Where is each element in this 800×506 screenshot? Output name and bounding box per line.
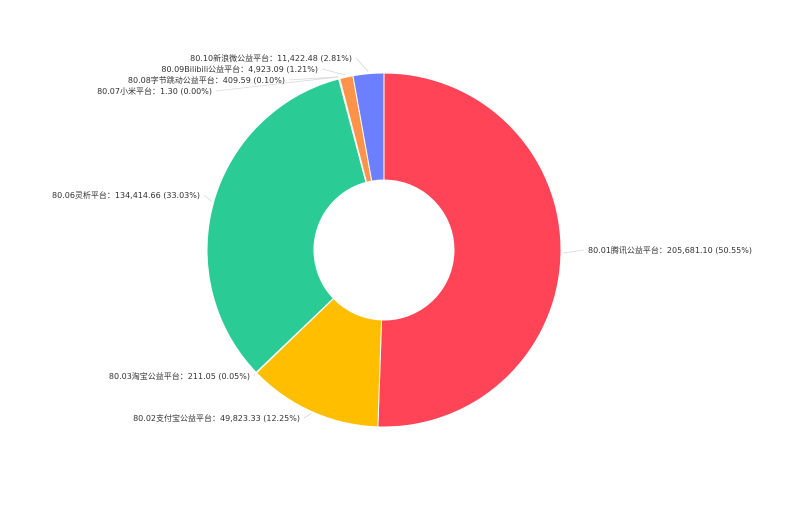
- slice-label-80-01: 80.01腾讯公益平台：205,681.10 (50.55%): [588, 245, 752, 255]
- leader-line-80-10: [355, 57, 369, 72]
- donut-slices: [206, 72, 562, 428]
- slice-labels: 80.01腾讯公益平台：205,681.10 (50.55%) 80.02支付宝公…: [52, 53, 752, 423]
- leader-line-80-08: [288, 76, 339, 81]
- slice-label-80-03: 80.03淘宝公益平台：211.05 (0.05%): [109, 371, 250, 381]
- leader-line-80-06: [203, 194, 212, 202]
- slice-80-10[interactable]: [352, 72, 385, 182]
- slice-label-80-07: 80.07小米平台：1.30 (0.00%): [97, 86, 212, 96]
- leader-line-80-01: [562, 249, 585, 254]
- leader-line-80-07: [215, 76, 339, 92]
- leader-line-80-09bilibili: [321, 68, 347, 76]
- slice-label-80-06: 80.06灵析平台：134,414.66 (33.03%): [52, 190, 200, 200]
- slice-80-02[interactable]: [255, 297, 383, 428]
- slice-80-01[interactable]: [377, 72, 562, 428]
- slice-80-06[interactable]: [206, 78, 367, 374]
- slice-label-80-02: 80.02支付宝公益平台：49,823.33 (12.25%): [133, 413, 300, 423]
- leader-line-80-02: [303, 413, 312, 419]
- slice-label-80-09bilibili: 80.09Bilibili公益平台：4,923.09 (1.21%): [161, 64, 318, 74]
- slice-label-80-08: 80.08字节跳动公益平台：409.59 (0.10%): [128, 75, 285, 85]
- slice-label-80-10: 80.10新浪微公益平台：11,422.48 (2.81%): [190, 53, 352, 63]
- leader-line-80-03: [253, 373, 256, 377]
